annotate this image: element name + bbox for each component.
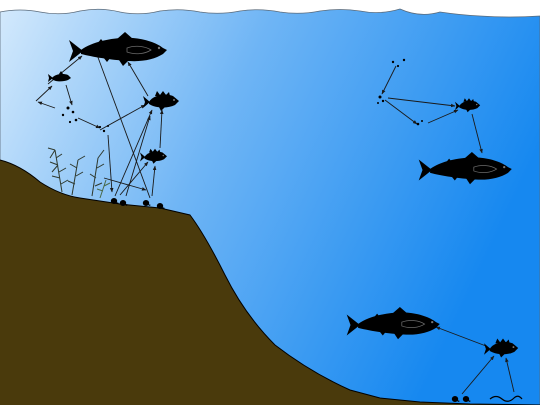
arrow-invertebrate-to-benthic-perch [461,355,495,395]
worm-icon [489,395,523,402]
arrow-sunfish-to-perch [159,109,164,149]
near-shore-food-web-arrows [35,51,164,199]
benthic-food-web-arrows [435,326,515,395]
aquatic-plants-icon [47,147,111,199]
arrow-snail3-to-perch [125,115,151,197]
arrow-snail-to-salmonid [95,51,151,199]
arrow-snail2-to-sunfish [119,161,149,196]
lake-bed [0,160,540,405]
arrow-minnow-to-plankton [65,84,73,106]
arrow-plankton-to-minnow [35,85,53,102]
arrow-plankton-to-plankton [37,101,56,109]
arrow-plankton-to-insect [77,117,101,129]
arrow-plant-to-snail [103,177,147,191]
arrow-perch-to-pelagic-salmonid [471,113,483,154]
lake-bed-outline [0,159,540,405]
open-water-food-web-arrows [381,65,483,154]
arrow-plankton-c-to-plankton [381,65,397,95]
zooplankton-icon [61,106,109,133]
pelagic-plankton-icon [377,58,423,126]
arrow-plankton-to-pelagic-perch [387,97,456,108]
arrow-snail-to-sunfish [151,165,157,197]
arrow-insect-to-snail [107,134,114,193]
arrow-worm-to-benthic-perch [505,357,515,393]
arrow-plankton-b-to-pelagic-perch [427,109,459,124]
arrow-benthic-perch-to-salmonid [435,326,487,347]
arrow-perch-to-salmonid [127,61,149,97]
arrow-plankton-to-plankton-b [384,99,418,125]
